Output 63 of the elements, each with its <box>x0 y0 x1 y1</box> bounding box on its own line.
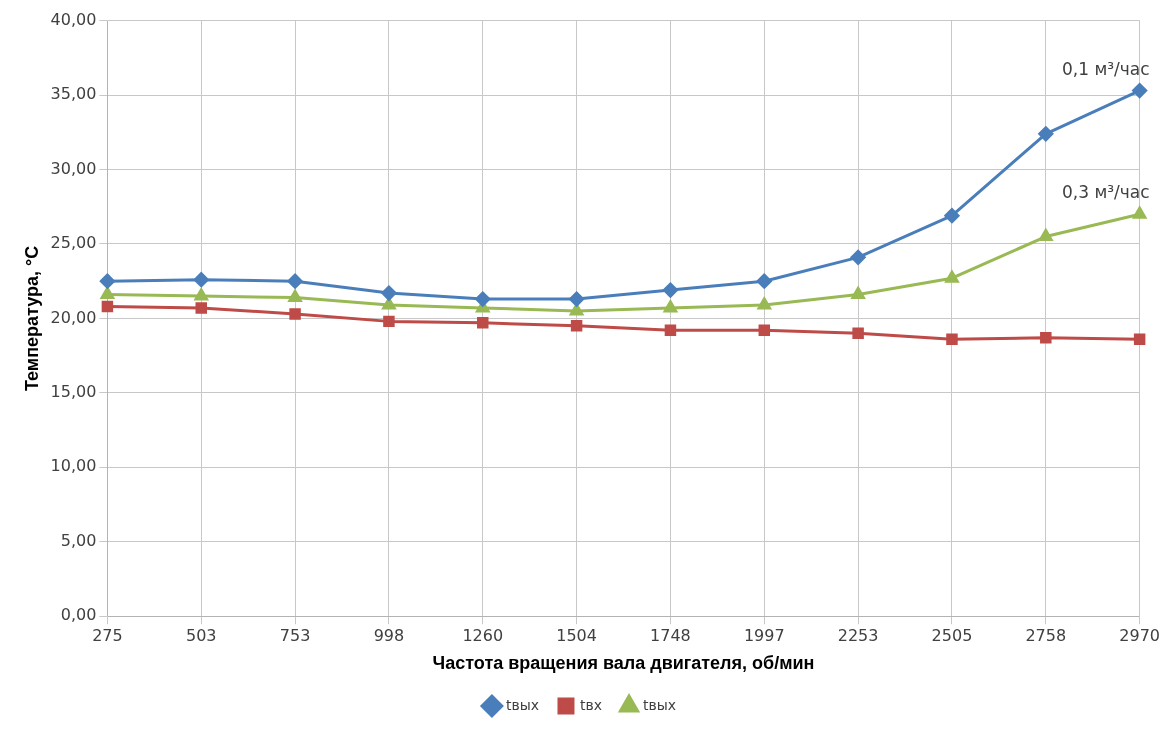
point <box>194 288 208 301</box>
point <box>569 303 584 316</box>
point <box>569 291 585 307</box>
x-tick-label: 1748 <box>650 625 691 645</box>
point <box>851 287 865 300</box>
point <box>946 333 958 345</box>
point <box>382 297 396 310</box>
point <box>1039 229 1053 242</box>
point <box>945 270 959 283</box>
x-tick-label: 1997 <box>743 625 785 645</box>
point <box>663 300 678 313</box>
x-axis-title: Частота вращения вала двигателя, об/мин <box>432 653 815 674</box>
x-tick-label: 2970 <box>1119 625 1160 645</box>
point <box>756 273 772 289</box>
point <box>193 272 209 288</box>
y-tick-label: 10,00 <box>50 456 97 476</box>
y-tick-label: 40,00 <box>50 9 97 29</box>
point <box>100 287 115 300</box>
x-tick-label: 275 <box>92 625 123 645</box>
point <box>664 324 677 337</box>
y-tick-label: 5,00 <box>60 530 97 550</box>
point <box>1132 83 1148 99</box>
point <box>757 297 771 310</box>
x-tick-label: 2758 <box>1025 625 1067 645</box>
legend-label: tвых <box>643 696 677 713</box>
y-tick-label: 0,00 <box>60 605 97 625</box>
y-tick-label: 30,00 <box>50 158 97 178</box>
point <box>662 282 678 298</box>
x-tick-label: 753 <box>279 625 311 645</box>
point <box>944 208 960 224</box>
point <box>383 315 395 328</box>
point <box>570 320 583 332</box>
y-tick-label: 20,00 <box>50 307 97 327</box>
point <box>195 302 207 314</box>
point <box>288 290 302 303</box>
x-tick-label: 2253 <box>837 625 879 645</box>
y-tick-label: 35,00 <box>50 84 97 104</box>
point <box>1040 332 1052 344</box>
point <box>850 249 866 265</box>
y-axis-title: Температура, °С <box>21 245 42 392</box>
point <box>1038 126 1054 142</box>
point <box>287 273 303 289</box>
point <box>852 327 864 340</box>
x-tick-label: 2505 <box>931 625 973 645</box>
y-tick-label: 25,00 <box>50 233 97 253</box>
point <box>289 308 301 320</box>
point <box>381 285 397 301</box>
point <box>477 317 489 329</box>
x-tick-label: 1504 <box>556 625 597 645</box>
y-tick-label: 15,00 <box>50 382 97 402</box>
annotation: 0,1 м³/час <box>1062 58 1150 79</box>
legend-label: tвых <box>505 696 539 713</box>
x-tick-label: 503 <box>185 625 217 645</box>
point <box>99 273 115 289</box>
point <box>1132 206 1147 219</box>
x-tick-label: 1260 <box>462 625 504 645</box>
point <box>101 300 114 313</box>
point <box>1133 333 1146 345</box>
annotation: 0,3 м³/час <box>1062 182 1150 203</box>
legend-label: tвх <box>579 696 603 713</box>
x-tick-label: 998 <box>373 625 405 645</box>
point <box>758 324 771 337</box>
point <box>475 291 491 307</box>
